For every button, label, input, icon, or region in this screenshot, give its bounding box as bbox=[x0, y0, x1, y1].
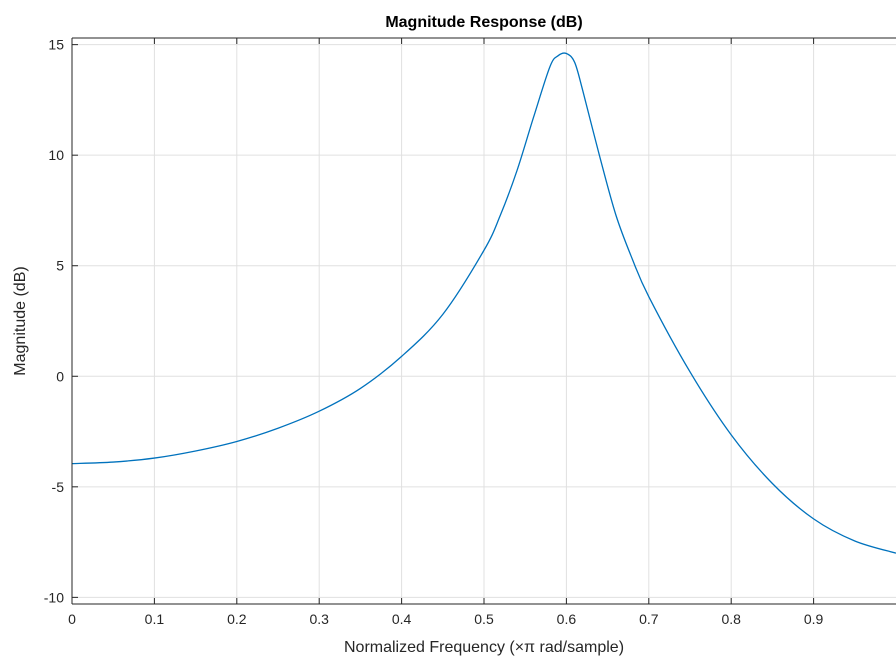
y-tick-label: 15 bbox=[48, 37, 64, 53]
x-tick-label: 0.1 bbox=[145, 611, 165, 627]
x-tick-label: 0.6 bbox=[557, 611, 577, 627]
x-tick-label: 0.8 bbox=[721, 611, 741, 627]
x-tick-label: 0.7 bbox=[639, 611, 659, 627]
tick-labels: 0 0.1 0.2 0.3 0.4 0.5 0.6 0.7 0.8 0.9 -10 -5 0 5 10 15 bbox=[44, 37, 824, 627]
y-tick-label: -10 bbox=[44, 589, 64, 605]
x-axis-label: Normalized Frequency (×π rad/sample) bbox=[344, 639, 624, 656]
magnitude-series-line bbox=[71, 52, 896, 554]
grid bbox=[72, 38, 896, 604]
y-tick-label: 10 bbox=[48, 147, 64, 163]
x-tick-label: 0.5 bbox=[474, 611, 494, 627]
x-tick-label: 0.3 bbox=[309, 611, 329, 627]
x-tick-label: 0.4 bbox=[392, 611, 412, 627]
chart-title: Magnitude Response (dB) bbox=[385, 14, 582, 31]
x-tick-label: 0 bbox=[68, 611, 76, 627]
y-tick-label: 5 bbox=[56, 258, 64, 274]
x-tick-label: 0.9 bbox=[804, 611, 824, 627]
y-tick-label: 0 bbox=[56, 368, 64, 384]
x-tick-label: 0.2 bbox=[227, 611, 247, 627]
axes bbox=[71, 37, 896, 605]
y-tick-label: -5 bbox=[52, 479, 65, 495]
y-axis-label: Magnitude (dB) bbox=[12, 266, 29, 375]
data-series bbox=[71, 52, 896, 554]
